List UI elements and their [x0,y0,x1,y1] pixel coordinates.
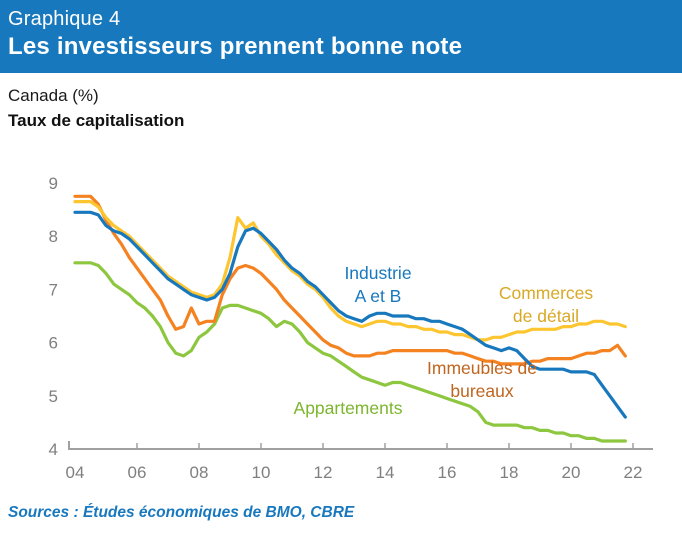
y-axis-tick-label: 7 [49,280,58,299]
x-axis-tick-label: 10 [252,463,271,482]
x-axis-tick-label: 20 [562,463,581,482]
chart-number-kicker: Graphique 4 [8,8,121,30]
series-line-commerces-de-d-tail [73,200,627,342]
x-axis-tick-label: 06 [128,463,147,482]
x-axis-tick-label: 22 [624,463,643,482]
y-axis-tick-label: 6 [49,334,58,353]
series-line-appartements [73,261,627,443]
x-axis-tick-label: 18 [500,463,519,482]
sources-note: Sources : Études économiques de BMO, CBR… [8,504,355,521]
y-axis-tick-label: 8 [49,227,58,246]
x-axis-tick-label: 08 [190,463,209,482]
chart-title: Les investisseurs prennent bonne note [8,33,463,60]
series-label-industrie-a-et-b: Industrie A et B [344,263,411,306]
chart-header-banner: Graphique 4 Les investisseurs prennent b… [0,0,682,73]
chart-region-unit: Canada (%) [8,86,99,105]
series-label-immeubles-de-bureaux: Immeubles de bureaux [427,358,537,401]
x-axis-tick-label: 14 [376,463,395,482]
x-axis-tick-label: 04 [66,463,85,482]
series-line-immeubles-de-bureaux [73,194,627,366]
chart-measure-label: Taux de capitalisation [8,111,185,130]
y-axis-tick-label: 4 [49,440,58,459]
series-label-commerces-de-d-tail: Commerces de détail [499,283,594,326]
series-label-appartements: Appartements [294,398,403,418]
y-axis-tick-label: 9 [49,174,58,193]
series-line-industrie-a-et-b [73,210,627,419]
x-axis-tick-label: 12 [314,463,333,482]
y-axis-tick-label: 5 [49,387,58,406]
x-axis-tick-label: 16 [438,463,457,482]
